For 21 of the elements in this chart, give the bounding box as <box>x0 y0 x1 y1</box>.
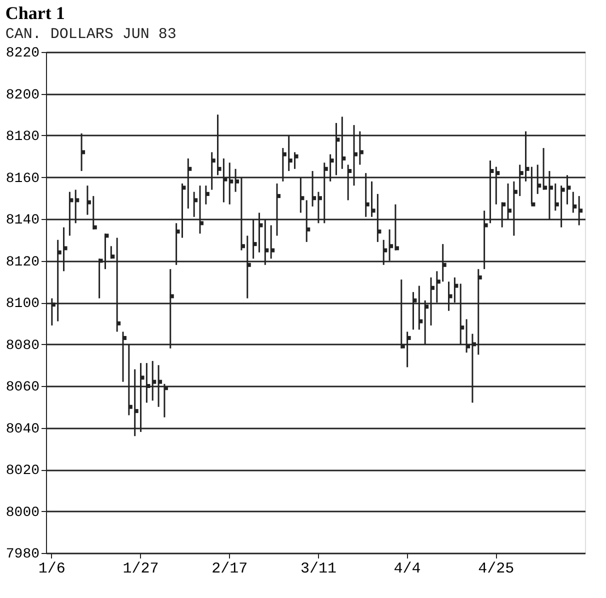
x-tick-label: 4/4 <box>394 560 421 578</box>
y-tick-label: 8220 <box>6 46 40 62</box>
chart-title: Chart 1 <box>5 3 65 23</box>
x-tick-label: 4/25 <box>478 560 514 578</box>
y-tick-label: 8160 <box>6 170 40 187</box>
x-tick-label: 1/6 <box>38 560 66 578</box>
y-tick-label: 8140 <box>6 212 40 228</box>
y-tick-label: 8020 <box>6 463 40 479</box>
y-tick-label: 8100 <box>6 296 40 312</box>
x-tick-label: 3/11 <box>300 560 336 578</box>
y-tick-label: 8120 <box>6 254 40 270</box>
x-tick-label: 2/17 <box>212 560 248 578</box>
y-tick-label: 8040 <box>6 421 40 438</box>
y-tick-label: 8000 <box>6 504 40 521</box>
y-tick-label: 8060 <box>6 380 40 396</box>
y-tick-label: 8180 <box>6 129 40 145</box>
y-tick-label: 8200 <box>6 87 40 104</box>
y-tick-label: 7980 <box>6 546 40 562</box>
x-tick-label: 1/27 <box>122 560 159 578</box>
y-tick-label: 8080 <box>6 338 40 354</box>
chart-subtitle: CAN. DOLLARS JUN 83 <box>5 26 176 43</box>
